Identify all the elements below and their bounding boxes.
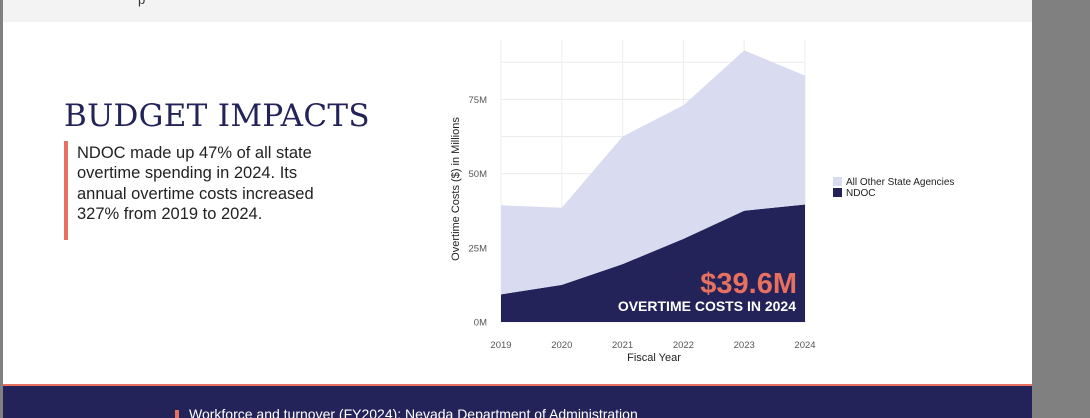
accent-bar (64, 141, 68, 240)
annotation-value: $39.6M (700, 268, 797, 300)
x-axis-title: Fiscal Year (627, 352, 681, 364)
y-tick-label: 50M (469, 169, 488, 180)
area-all-other-state-agencies (501, 50, 805, 295)
legend-swatch (833, 177, 842, 186)
y-axis-ticks: 0M 25M 50M 75M (469, 95, 488, 329)
footer-accent (175, 410, 179, 418)
x-axis-ticks: 2019 2020 2021 2022 2023 2024 (490, 340, 815, 351)
footer-source-text: Workforce and turnover (FY2024): Nevada … (189, 406, 638, 418)
x-tick-label: 2022 (673, 340, 694, 351)
top-strip: p (3, 0, 1032, 22)
legend-label: NDOC (846, 188, 875, 199)
legend-label: All Other State Agencies (846, 177, 954, 188)
area-ndoc (501, 204, 805, 322)
report-page: p BUDGET IMPACTS NDOC made up 47% of all… (3, 0, 1032, 418)
legend-swatch (833, 188, 842, 197)
y-tick-label: 0M (474, 318, 487, 329)
x-tick-label: 2020 (551, 340, 572, 351)
partial-heading-text: p (138, 0, 145, 7)
y-tick-label: 25M (469, 243, 488, 254)
x-tick-label: 2023 (734, 340, 755, 351)
x-tick-label: 2021 (612, 340, 633, 351)
section-body: NDOC made up 47% of all state overtime s… (77, 144, 314, 224)
section-title: BUDGET IMPACTS (64, 98, 370, 134)
chart-areas (501, 50, 805, 322)
x-tick-label: 2024 (794, 340, 815, 351)
y-tick-label: 75M (469, 95, 488, 106)
y-axis-title: Overtime Costs ($) in Millions (450, 117, 462, 261)
footer-bar: Workforce and turnover (FY2024): Nevada … (3, 384, 1032, 418)
x-tick-label: 2019 (490, 340, 511, 351)
overtime-area-chart: 0M 25M 50M 75M 2019 2020 2021 2022 2023 2024 Ove… (450, 40, 954, 364)
annotation-caption: OVERTIME COSTS IN 2024 (618, 298, 796, 314)
